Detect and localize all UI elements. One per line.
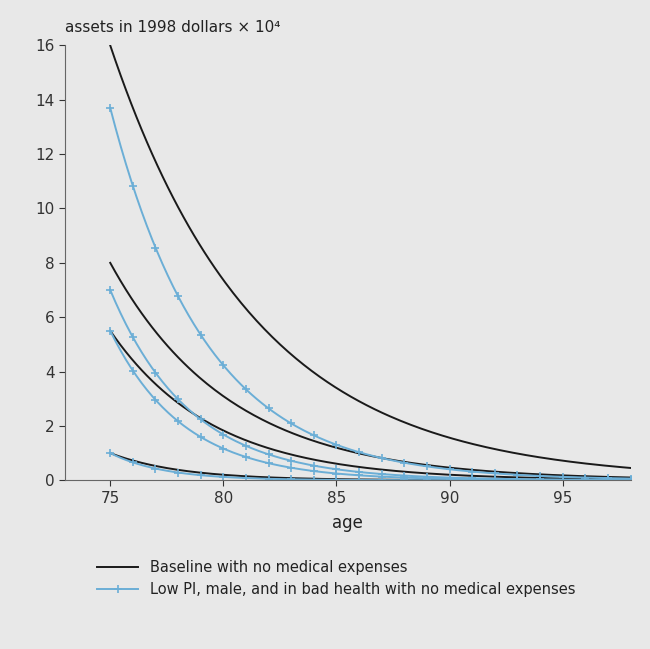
Text: assets in 1998 dollars × 10⁴: assets in 1998 dollars × 10⁴: [65, 19, 280, 34]
X-axis label: age: age: [332, 514, 363, 532]
Legend: Baseline with no medical expenses, Low PI, male, and in bad health with no medic: Baseline with no medical expenses, Low P…: [92, 554, 581, 603]
